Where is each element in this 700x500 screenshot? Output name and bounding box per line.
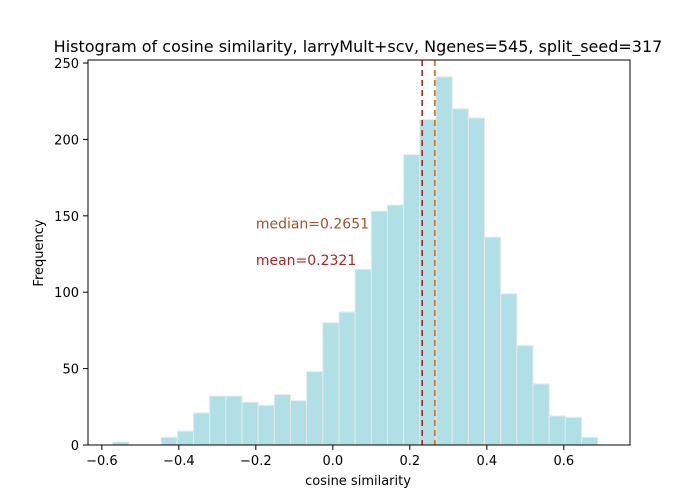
- histogram-bar: [289, 400, 308, 446]
- histogram-bar: [580, 436, 599, 446]
- histogram-bar: [548, 415, 566, 446]
- x-tick-label: −0.6: [86, 454, 118, 469]
- reference-lines-group: [421, 60, 436, 445]
- histogram-bar: [322, 322, 340, 446]
- x-axis-label: cosine similarity: [305, 474, 411, 489]
- x-tick-label: −0.2: [240, 454, 272, 469]
- y-axis-label: Frequency: [32, 219, 47, 286]
- histogram-bar: [354, 268, 372, 446]
- histogram-bar: [273, 394, 291, 446]
- y-tick-label: 100: [54, 286, 79, 301]
- histogram-bar: [500, 293, 518, 446]
- histogram-bar: [386, 204, 405, 446]
- y-tick-label: 250: [54, 57, 79, 72]
- histogram-bar: [160, 436, 178, 446]
- histogram-bar: [564, 417, 582, 446]
- histogram-bar: [435, 76, 453, 446]
- histogram-bar: [483, 236, 502, 446]
- histogram-bar: [257, 404, 275, 446]
- histogram-bar: [241, 401, 259, 446]
- x-tick-label: 0.2: [399, 454, 420, 469]
- y-tick-label: 50: [62, 363, 79, 378]
- chart-title: Histogram of cosine similarity, larryMul…: [54, 37, 663, 57]
- x-tick-label: −0.4: [163, 454, 195, 469]
- histogram-bar: [451, 108, 469, 446]
- annotation-median: median=0.2651: [256, 216, 369, 232]
- histogram-bar: [209, 395, 227, 446]
- histogram-bar: [306, 371, 324, 446]
- plot-frame: [87, 59, 631, 446]
- histogram-bar: [225, 395, 243, 446]
- histogram-bar: [403, 154, 421, 446]
- x-tick-label: 0.6: [553, 454, 574, 469]
- histogram-bar: [192, 412, 211, 446]
- histogram-bar: [467, 117, 485, 446]
- histogram-bar: [176, 430, 194, 446]
- x-axis: −0.6 −0.4 −0.2 0.0 0.2 0.4 0.6: [86, 445, 574, 469]
- annotations-group: median=0.2651 mean=0.2321: [256, 216, 369, 269]
- y-tick-label: 200: [54, 133, 79, 148]
- histogram-bar: [516, 345, 534, 446]
- y-axis: 0 50 100 150 200 250: [54, 57, 88, 454]
- histogram-bar: [370, 210, 388, 446]
- histogram-bar: [338, 311, 356, 446]
- histogram-bar: [532, 383, 550, 446]
- y-tick-label: 0: [71, 439, 79, 454]
- y-tick-label: 150: [54, 210, 79, 225]
- annotation-mean: mean=0.2321: [256, 253, 356, 269]
- x-tick-label: 0.0: [322, 454, 343, 469]
- x-tick-label: 0.4: [476, 454, 497, 469]
